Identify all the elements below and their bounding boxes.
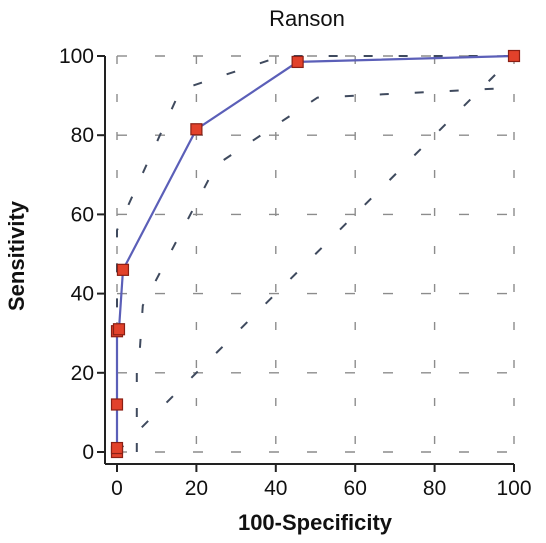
chart-title: Ranson: [269, 6, 345, 31]
roc-point: [507, 49, 521, 63]
y-tick-label: 20: [71, 362, 94, 385]
roc-point: [110, 441, 124, 455]
roc-point: [110, 398, 124, 411]
upper-confidence-bound: [116, 55, 514, 413]
x-tick-labels: 0 20 40 60 80 100: [111, 477, 531, 500]
x-tick-label: 20: [185, 477, 208, 500]
roc-point: [112, 323, 126, 336]
x-tick-label: 40: [264, 477, 287, 500]
x-tick-label: 60: [344, 477, 367, 500]
roc-point: [291, 55, 304, 69]
diagonal-line: [116, 55, 515, 453]
x-tick-label: 0: [111, 477, 123, 500]
y-tick-label: 80: [71, 124, 94, 147]
roc-markers: [110, 49, 521, 459]
x-tick-label: 80: [423, 477, 446, 500]
x-axis-label: 100-Specificity: [238, 510, 393, 535]
y-axis-label: Sensitivity: [4, 200, 29, 311]
x-tick-label: 100: [496, 477, 531, 500]
y-tick-labels: 0 20 40 60 80 100: [59, 45, 94, 464]
roc-point: [116, 263, 130, 276]
y-tick-label: 0: [82, 441, 94, 464]
lower-confidence-bound: [135, 86, 515, 452]
y-tick-label: 100: [59, 45, 94, 68]
roc-point: [190, 123, 203, 136]
y-tick-label: 60: [71, 203, 94, 226]
y-tick-label: 40: [71, 283, 94, 306]
diagonal-reference-line: [116, 55, 515, 453]
grid: [116, 55, 515, 453]
axes: [97, 55, 515, 472]
